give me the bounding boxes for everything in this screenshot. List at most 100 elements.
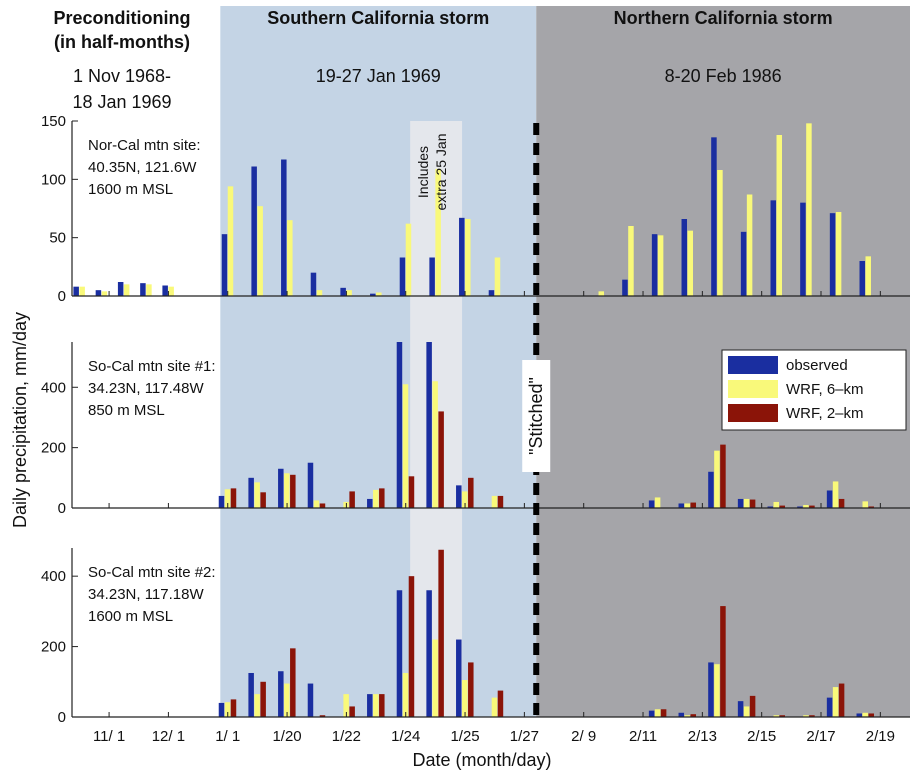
observed-bar: [622, 279, 628, 296]
wrf2-bar: [230, 488, 237, 508]
site-label: So-Cal mtn site #1:: [88, 358, 216, 375]
observed-bar: [248, 672, 254, 717]
wrf6-bar: [598, 291, 605, 296]
observed-bar: [426, 342, 432, 508]
wrf2-bar: [838, 498, 845, 508]
wrf2-bar: [260, 492, 266, 508]
site-label: 1600 m MSL: [88, 608, 173, 625]
wrf6-bar: [254, 694, 260, 717]
wrf6-bar: [432, 381, 438, 508]
wrf6-bar: [491, 495, 498, 508]
observed-bar: [117, 282, 124, 296]
wrf6-bar: [491, 697, 498, 717]
wrf6-bar: [806, 123, 812, 296]
observed-bar: [367, 498, 373, 508]
legend-swatch: [728, 356, 778, 374]
x-tick-label: 12/ 1: [152, 728, 185, 745]
wrf2-bar: [290, 474, 296, 508]
x-tick-label: 11/ 1: [93, 728, 125, 745]
y-tick-label: 50: [49, 230, 66, 247]
observed-bar: [737, 498, 744, 508]
wrf6-bar: [402, 672, 409, 717]
wrf6-bar: [773, 715, 780, 717]
observed-bar: [770, 200, 777, 296]
wrf6-bar: [494, 257, 501, 296]
observed-bar: [340, 287, 346, 296]
wrf2-bar: [379, 694, 385, 717]
observed-bar: [399, 257, 406, 296]
wrf6-bar: [224, 489, 231, 508]
wrf2-bar: [349, 491, 355, 508]
wrf6-bar: [687, 230, 694, 296]
observed-bar: [737, 701, 744, 717]
wrf2-bar: [290, 648, 296, 717]
wrf6-bar: [343, 694, 349, 717]
wrf2-bar: [497, 495, 504, 508]
wrf6-bar: [254, 482, 260, 508]
wrf2-bar: [379, 488, 385, 508]
x-tick-label: 1/20: [272, 728, 301, 745]
observed-bar: [218, 495, 225, 508]
legend-swatch: [728, 404, 778, 422]
y-tick-label: 200: [41, 639, 66, 656]
wrf2-bar: [660, 709, 667, 717]
observed-bar: [826, 490, 833, 508]
wrf6-bar: [654, 709, 661, 717]
observed-bar: [218, 702, 225, 717]
wrf6-bar: [316, 290, 323, 296]
wrf6-bar: [862, 712, 869, 717]
observed-bar: [396, 590, 403, 717]
observed-bar: [678, 503, 685, 508]
wrf2-bar: [438, 411, 444, 508]
wrf2-bar: [438, 549, 444, 717]
wrf6-bar: [146, 284, 152, 296]
site-label: 34.23N, 117.48W: [88, 380, 204, 397]
wrf2-bar: [319, 715, 326, 717]
observed-bar: [651, 234, 658, 296]
site-label: So-Cal mtn site #2:: [88, 564, 216, 581]
legend-label: WRF, 2–km: [786, 405, 864, 422]
y-tick-label: 400: [41, 568, 66, 585]
wrf6-bar: [832, 481, 839, 508]
site-label: Nor-Cal mtn site:: [88, 137, 201, 154]
wrf2-bar: [838, 683, 845, 717]
y-tick-label: 100: [41, 171, 66, 188]
wrf2-bar: [497, 690, 504, 717]
y-tick-label: 0: [58, 288, 66, 305]
observed-bar: [456, 485, 462, 508]
observed-bar: [251, 166, 257, 296]
wrf2-bar: [690, 714, 697, 717]
wrf2-bar: [779, 715, 786, 717]
header-title: Southern California storm: [267, 8, 489, 28]
observed-bar: [456, 639, 462, 717]
x-tick-label: 2/15: [747, 728, 776, 745]
observed-bar: [681, 219, 688, 296]
x-tick-label: 1/27: [510, 728, 539, 745]
observed-bar: [459, 217, 465, 296]
header-title: Northern California storm: [614, 8, 833, 28]
y-axis-label: Daily precipitation, mm/day: [10, 312, 30, 528]
observed-bar: [829, 213, 836, 296]
observed-bar: [708, 471, 714, 508]
header-date: 18 Jan 1969: [72, 92, 171, 112]
header-title: (in half-months): [54, 32, 190, 52]
wrf6-bar: [79, 286, 85, 296]
observed-bar: [307, 462, 314, 508]
observed-bar: [162, 285, 168, 296]
wrf6-bar: [743, 498, 750, 508]
observed-bar: [140, 283, 146, 296]
observed-bar: [396, 342, 403, 508]
observed-bar: [248, 477, 254, 508]
observed-bar: [648, 710, 655, 717]
highlight-annotation: Includes: [415, 146, 431, 198]
wrf6-bar: [168, 286, 174, 296]
x-tick-label: 1/22: [332, 728, 361, 745]
wrf6-bar: [657, 235, 664, 296]
observed-bar: [367, 694, 373, 717]
wrf6-bar: [346, 290, 352, 296]
y-tick-label: 0: [58, 709, 66, 726]
observed-bar: [278, 468, 284, 508]
site-label: 1600 m MSL: [88, 181, 173, 198]
wrf6-bar: [465, 219, 471, 296]
